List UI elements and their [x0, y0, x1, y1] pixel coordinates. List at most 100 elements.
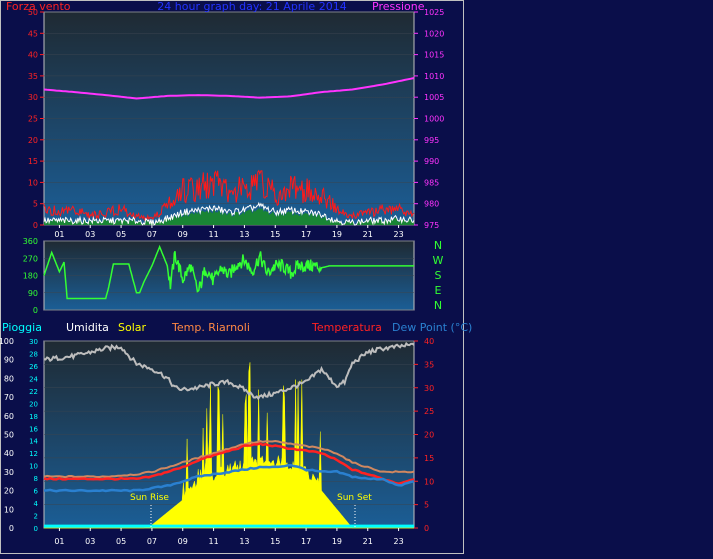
compass-letter: W	[433, 254, 444, 267]
hour-tick-label: 13	[239, 537, 249, 546]
hour-tick-label: 07	[147, 230, 157, 239]
sunset-annotation: Sun Set	[337, 493, 372, 503]
rain-tick-label: 24	[29, 375, 38, 383]
direction-tick-label: 180	[23, 272, 38, 281]
wind-label: Forza vento	[6, 0, 71, 13]
rain-tick-label: 8	[34, 475, 38, 483]
direction-axis-ticks: 0 90 180 270 360	[23, 237, 38, 315]
humidity-tick-label: 40	[4, 449, 14, 458]
temp-tick-label: 35	[424, 360, 434, 369]
temp-tick-label: 40	[424, 337, 434, 346]
hour-tick-label: 05	[116, 230, 126, 239]
compass-letter: N	[434, 239, 442, 252]
temp-tick-label: 15	[424, 454, 434, 463]
hour-tick-label: 23	[393, 537, 403, 546]
solar-label: Solar	[118, 321, 147, 334]
hour-tick-label: 15	[270, 230, 280, 239]
wind-avg-line	[43, 201, 415, 226]
pressure-tick-label: 1020	[424, 29, 444, 38]
hour-tick-label: 09	[178, 537, 188, 546]
temp-solar-marks	[43, 341, 415, 529]
rain-tick-label: 6	[34, 488, 39, 496]
rain-tick-label: 18	[29, 413, 38, 421]
wind-tick-label: 50	[28, 8, 38, 17]
pressure-tick-label: 980	[424, 200, 439, 209]
wind-tick-label: 10	[28, 178, 38, 187]
wind-tick-label: 35	[28, 72, 38, 81]
humidity-tick-label: 70	[4, 393, 14, 402]
pressure-tick-label: 995	[424, 136, 439, 145]
hour-tick-label: 19	[332, 537, 342, 546]
compass-letter: E	[435, 284, 442, 297]
temp-tick-label: 10	[424, 477, 434, 486]
temp-tick-label: 30	[424, 384, 434, 393]
time-axis-ticks-top: 01 03 05 07 09 11 13 15 17 19 21 23	[54, 225, 404, 239]
rain-tick-label: 4	[34, 500, 39, 508]
pressure-tick-label: 1015	[424, 51, 444, 60]
direction-marks	[43, 244, 414, 300]
pressure-line	[43, 77, 415, 100]
rain-tick-label: 20	[29, 400, 38, 408]
rain-tick-label: 26	[29, 363, 38, 371]
temperature-axis-ticks: 0 5 10 15 20 25 30 35 40	[414, 337, 434, 533]
rain-tick-label: 30	[29, 338, 38, 346]
humidity-tick-label: 90	[4, 356, 14, 365]
humidity-tick-label: 30	[4, 468, 14, 477]
humidity-line	[43, 341, 415, 401]
pressure-label: Pressione	[372, 0, 425, 13]
hour-tick-label: 21	[363, 537, 373, 546]
hour-tick-label: 13	[239, 230, 249, 239]
outer-frame	[0, 0, 464, 554]
wind-tick-label: 30	[28, 93, 38, 102]
wind-tick-label: 25	[28, 115, 38, 124]
pressure-tick-label: 1005	[424, 93, 444, 102]
temp-tick-label: 25	[424, 407, 434, 416]
direction-tick-label: 270	[23, 254, 38, 263]
wind-pressure-grid	[44, 11, 414, 226]
wind-pressure-marks	[43, 77, 415, 226]
hour-tick-label: 11	[208, 537, 218, 546]
rain-tick-label: 12	[29, 450, 38, 458]
temp-tick-label: 5	[424, 501, 429, 510]
humidity-tick-label: 80	[4, 374, 14, 383]
temperature-line	[43, 442, 415, 485]
sunrise-annotation: Sun Rise	[130, 493, 169, 503]
direction-grid	[44, 240, 414, 311]
temp-tick-label: 0	[424, 524, 429, 533]
wind-axis-ticks: 0 5 10 15 20 25 30 35 40 45 50	[28, 8, 44, 230]
pressure-tick-label: 990	[424, 157, 439, 166]
humidity-tick-label: 10	[4, 505, 14, 514]
hour-tick-label: 15	[270, 537, 280, 546]
hour-tick-label: 11	[208, 230, 218, 239]
rain-tick-label: 28	[29, 350, 38, 358]
rain-tick-label: 10	[29, 463, 38, 471]
solar-area	[44, 362, 414, 529]
humidity-tick-label: 0	[9, 524, 14, 533]
humidity-tick-label: 60	[4, 412, 14, 421]
pressure-tick-label: 975	[424, 221, 439, 230]
rain-tick-label: 2	[34, 513, 38, 521]
temp-tick-label: 20	[424, 431, 434, 440]
hour-tick-label: 19	[332, 230, 342, 239]
indoor-temp-line	[43, 439, 415, 479]
hour-tick-label: 23	[393, 230, 403, 239]
hour-tick-label: 01	[54, 230, 64, 239]
pressure-axis-ticks: 975 980 985 990 995 1000 1005 1010 1015 1020 1025	[414, 8, 444, 230]
rain-tick-label: 14	[29, 438, 38, 446]
temperature-label: Temperatura	[311, 321, 382, 334]
pressure-tick-label: 1010	[424, 72, 444, 81]
hour-tick-label: 07	[147, 537, 157, 546]
compass-letter: S	[435, 269, 442, 282]
direction-tick-label: 0	[33, 306, 38, 315]
hour-tick-label: 01	[54, 537, 64, 546]
humidity-label: Umidita	[66, 321, 109, 334]
rain-tick-label: 0	[34, 525, 38, 533]
wind-area	[44, 207, 414, 225]
wind-tick-label: 15	[28, 157, 38, 166]
wind-tick-label: 40	[28, 51, 38, 60]
humidity-axis-ticks: 0 10 20 30 40 50 60 70 80 90 100	[0, 337, 14, 533]
wind-tick-label: 45	[28, 29, 38, 38]
